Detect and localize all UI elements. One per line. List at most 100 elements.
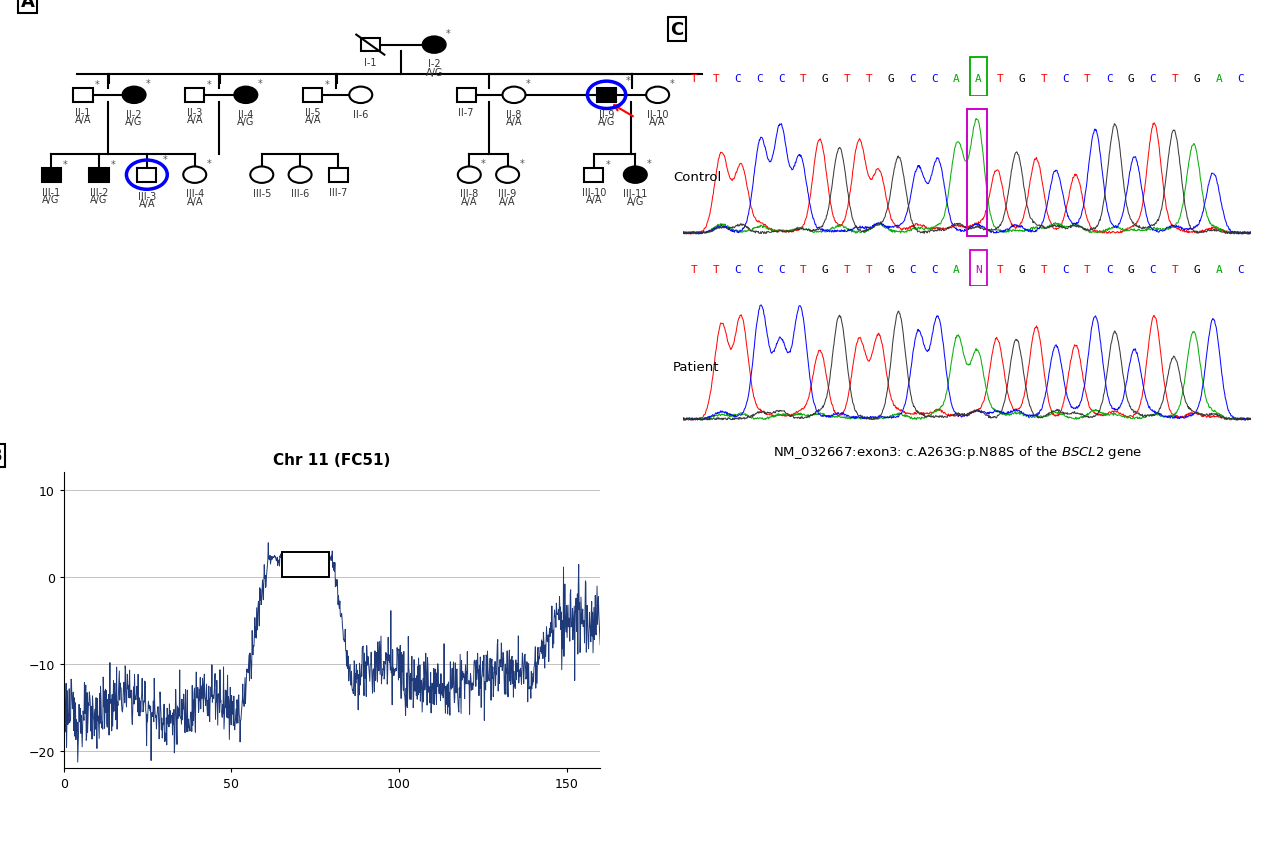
Text: C: C: [1237, 265, 1244, 275]
Bar: [74, 89, 93, 102]
Bar: [456, 89, 475, 102]
Text: G: G: [888, 265, 894, 275]
Circle shape: [646, 88, 669, 104]
Text: A: A: [20, 0, 34, 11]
Text: II-10: II-10: [647, 110, 668, 119]
Text: T: T: [997, 265, 1004, 275]
Text: A: A: [953, 265, 960, 275]
Text: C: C: [931, 73, 937, 84]
Text: G: G: [1019, 73, 1025, 84]
Circle shape: [423, 37, 446, 54]
Text: C: C: [778, 265, 785, 275]
Text: T: T: [799, 73, 807, 84]
Text: T: T: [1084, 73, 1091, 84]
Text: T: T: [799, 265, 807, 275]
Bar: [969, 251, 987, 287]
Text: T: T: [1171, 73, 1179, 84]
Text: G: G: [1019, 265, 1025, 275]
Text: *: *: [111, 160, 115, 170]
Bar: [969, 57, 987, 97]
Text: G: G: [1194, 73, 1200, 84]
Text: T: T: [1041, 73, 1047, 84]
Circle shape: [350, 88, 373, 104]
Text: A: A: [974, 73, 982, 84]
Text: C: C: [909, 265, 916, 275]
Text: *: *: [626, 76, 631, 86]
Text: T: T: [1171, 265, 1179, 275]
Text: II-1: II-1: [75, 108, 91, 118]
Bar: [584, 169, 604, 182]
Text: C: C: [756, 265, 764, 275]
Circle shape: [458, 167, 481, 184]
Bar: [328, 169, 347, 182]
Text: II-8: II-8: [506, 110, 522, 119]
Text: G: G: [1128, 73, 1135, 84]
Text: *: *: [481, 159, 485, 169]
Text: C: C: [1062, 265, 1069, 275]
Text: *: *: [146, 78, 151, 89]
Text: *: *: [605, 160, 610, 170]
Bar: [303, 89, 322, 102]
Text: T: T: [691, 265, 697, 275]
Text: A/G: A/G: [42, 195, 60, 205]
Text: A/A: A/A: [586, 195, 601, 205]
Circle shape: [235, 88, 258, 104]
Text: T: T: [844, 73, 850, 84]
Text: *: *: [647, 159, 651, 169]
Text: A/A: A/A: [461, 197, 478, 207]
Text: *: *: [207, 159, 211, 169]
Circle shape: [250, 167, 273, 184]
Text: A/A: A/A: [506, 116, 522, 127]
Text: C: C: [734, 265, 741, 275]
Text: C: C: [1149, 73, 1157, 84]
Text: I-1: I-1: [364, 58, 377, 68]
Text: III-11: III-11: [623, 189, 647, 199]
Text: II-9: II-9: [599, 110, 614, 119]
Text: A: A: [1216, 265, 1222, 275]
Text: C: C: [1237, 73, 1244, 84]
Bar: [185, 89, 204, 102]
Circle shape: [623, 167, 647, 184]
Text: III-6: III-6: [291, 189, 309, 199]
Text: A/A: A/A: [186, 197, 203, 207]
Text: A/G: A/G: [125, 116, 143, 127]
Circle shape: [495, 167, 518, 184]
Text: T: T: [866, 265, 872, 275]
Bar: [138, 169, 156, 182]
Text: A/G: A/G: [627, 197, 644, 207]
Text: *: *: [526, 78, 530, 89]
Text: A/A: A/A: [499, 197, 516, 207]
Text: *: *: [207, 80, 211, 90]
Text: C: C: [778, 73, 785, 84]
Text: B: B: [0, 446, 3, 465]
Text: A: A: [953, 73, 960, 84]
Text: A/A: A/A: [139, 198, 155, 208]
Text: G: G: [1128, 265, 1135, 275]
Text: G: G: [888, 73, 894, 84]
Text: C: C: [734, 73, 741, 84]
Text: C: C: [931, 265, 937, 275]
Circle shape: [123, 88, 146, 104]
Text: III-7: III-7: [329, 187, 347, 197]
Text: III-2: III-2: [89, 187, 109, 197]
Text: C: C: [1106, 73, 1112, 84]
Text: T: T: [866, 73, 872, 84]
Text: T: T: [997, 73, 1004, 84]
Text: *: *: [520, 159, 524, 169]
Text: C: C: [756, 73, 764, 84]
Text: T: T: [1041, 265, 1047, 275]
Text: III-8: III-8: [460, 189, 479, 199]
Text: C: C: [1149, 265, 1157, 275]
Text: *: *: [63, 160, 68, 170]
Text: III-5: III-5: [253, 189, 271, 199]
Text: T: T: [713, 73, 719, 84]
Text: C: C: [909, 73, 916, 84]
Text: G: G: [1194, 265, 1200, 275]
Bar: [41, 169, 61, 182]
Text: II-2: II-2: [126, 110, 142, 119]
Text: III-1: III-1: [42, 187, 60, 197]
Text: III-10: III-10: [581, 187, 607, 197]
Circle shape: [184, 167, 207, 184]
Text: A/G: A/G: [425, 68, 443, 78]
Text: N: N: [974, 265, 982, 275]
